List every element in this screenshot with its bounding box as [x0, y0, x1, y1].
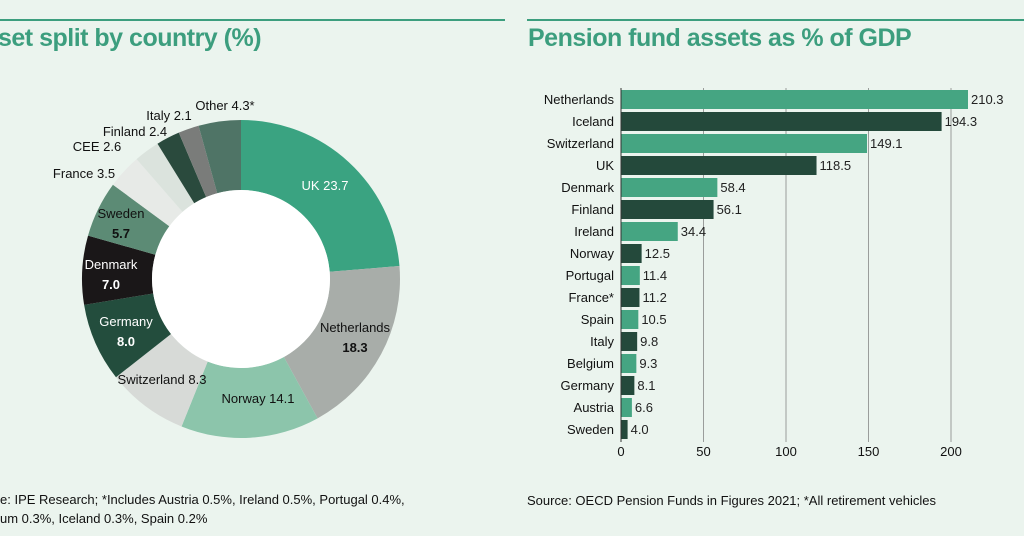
donut-slice-cee [136, 143, 195, 212]
bar-category-label: Portugal [566, 268, 615, 283]
bar-value-label: 9.8 [640, 334, 658, 349]
bar-source: Source: OECD Pension Funds in Figures 20… [527, 493, 936, 508]
donut-slice-france [112, 159, 183, 227]
donut-slice-sweden [88, 184, 170, 255]
bar-value-label: 194.3 [945, 114, 978, 129]
bar-uk [621, 156, 817, 175]
donut-label-finland: Finland 2.4 [103, 124, 167, 139]
donut-chart: UK 23.7 Netherlands 18.3 Norway 14.1 Switzer… [53, 98, 400, 438]
bar-category-label: Iceland [572, 114, 614, 129]
bar-category-label: UK [596, 158, 614, 173]
x-tick-label: 100 [775, 444, 797, 459]
donut-label-italy: Italy 2.1 [146, 108, 192, 123]
donut-hole [152, 190, 330, 368]
donut-source-line-2: um 0.3%, Iceland 0.3%, Spain 0.2% [0, 511, 208, 526]
bar-category-label: Netherlands [544, 92, 615, 107]
bar-sweden [621, 420, 628, 439]
bar-chart-title: Pension fund assets as % of GDP [528, 24, 912, 52]
bar-category-label: Austria [574, 400, 615, 415]
donut-title: set split by country (%) [0, 24, 262, 52]
bar-austria [621, 398, 632, 417]
donut-label-france: France 3.5 [53, 166, 115, 181]
bar-category-label: Finland [571, 202, 614, 217]
donut-label-norway: Norway 14.1 [222, 391, 295, 406]
bar-spain [621, 310, 639, 329]
right-title-rule [527, 19, 1024, 21]
donut-slice-germany [84, 293, 172, 378]
bar-germany [621, 376, 635, 395]
bar-category-label: Norway [570, 246, 615, 261]
bar-value-label: 10.5 [641, 312, 666, 327]
bar-category-label: Denmark [561, 180, 614, 195]
bar-value-label: 118.5 [820, 158, 852, 173]
bar-finland [621, 200, 714, 219]
bar-value-label: 8.1 [637, 378, 655, 393]
x-tick-label: 150 [858, 444, 880, 459]
x-tick-label: 200 [940, 444, 962, 459]
bar-portugal [621, 266, 640, 285]
left-title-rule [0, 19, 505, 21]
donut-slice-norway [181, 356, 318, 438]
donut-slice-other [198, 120, 241, 194]
donut-label-other: Other 4.3* [195, 98, 254, 113]
bar-value-label: 210.3 [971, 92, 1004, 107]
bar-ireland [621, 222, 678, 241]
donut-slice-switzerland [115, 333, 208, 427]
donut-label-sweden: Sweden 5.7 [98, 206, 145, 241]
bar-italy [621, 332, 638, 351]
donut-slice-italy [178, 125, 218, 198]
donut-label-cee: CEE 2.6 [73, 139, 121, 154]
bar-category-label: Germany [561, 378, 615, 393]
bar-iceland [621, 112, 942, 131]
bar-netherlands [621, 90, 968, 109]
bar-category-label: Italy [590, 334, 614, 349]
bar-value-label: 12.5 [645, 246, 670, 261]
bar-belgium [621, 354, 637, 373]
bar-value-label: 56.1 [717, 202, 742, 217]
donut-label-denmark: Denmark 7.0 [85, 257, 138, 292]
bar-value-label: 11.4 [643, 268, 667, 283]
donut-source-line-1: e: IPE Research; *Includes Austria 0.5%,… [0, 492, 405, 507]
bar-category-label: Switzerland [547, 136, 614, 151]
bar-value-label: 58.4 [720, 180, 745, 195]
bar-value-label: 6.6 [635, 400, 653, 415]
bar-category-label: Spain [581, 312, 614, 327]
bar-value-label: 4.0 [631, 422, 649, 437]
donut-label-switzerland: Switzerland 8.3 [118, 372, 207, 387]
donut-label-germany: Germany 8.0 [99, 314, 153, 349]
donut-slice-uk [241, 120, 400, 272]
donut-slice-finland [157, 132, 207, 204]
x-tick-label: 0 [617, 444, 624, 459]
donut-label-netherlands: Netherlands 18.3 [320, 320, 391, 355]
donut-label-uk: UK 23.7 [302, 178, 349, 193]
donut-slice-netherlands [283, 266, 400, 419]
bar-category-label: Belgium [567, 356, 614, 371]
bar-norway [621, 244, 642, 263]
bar-value-label: 9.3 [639, 356, 657, 371]
bar-value-label: 149.1 [870, 136, 903, 151]
bar-category-label: Sweden [567, 422, 614, 437]
bar-category-label: France* [568, 290, 614, 305]
bar-category-label: Ireland [574, 224, 614, 239]
bar-switzerland [621, 134, 868, 153]
donut-slice-denmark [81, 235, 156, 305]
bar-denmark [621, 178, 718, 197]
bar-value-label: 34.4 [681, 224, 706, 239]
x-tick-label: 50 [696, 444, 710, 459]
bar-chart: Netherlands 210.3 Iceland 194.3 Switzerland 1… [544, 88, 1004, 459]
bar-value-label: 11.2 [642, 290, 666, 305]
bar-france [621, 288, 640, 307]
